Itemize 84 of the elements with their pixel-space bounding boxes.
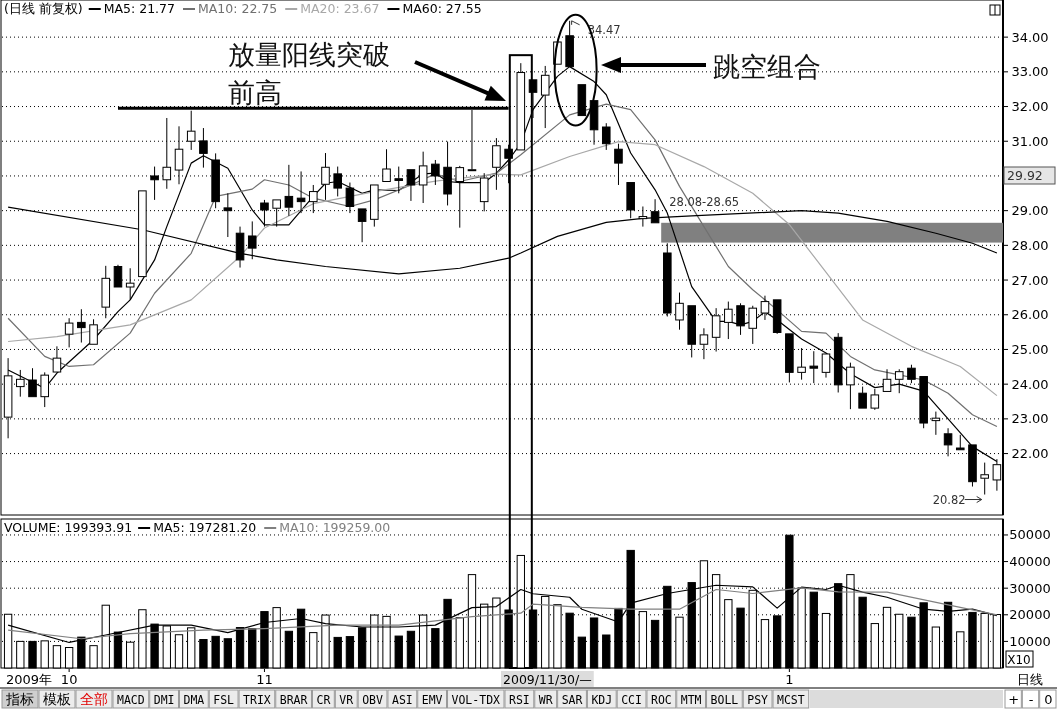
- candlestick: [894, 368, 904, 394]
- candlestick: [174, 125, 184, 185]
- legend-label: MA10: 22.75: [198, 1, 278, 16]
- legend-item: MA5: 197281.20: [137, 520, 257, 535]
- candlestick: [357, 208, 367, 243]
- x-tick-label: 11: [256, 672, 273, 687]
- legend-item: MA20: 23.67: [284, 1, 380, 16]
- legend-label: MA60: 27.55: [402, 1, 482, 16]
- y-tick-label: 31.00: [1011, 133, 1049, 149]
- y-tick-label: 27.00: [1011, 272, 1049, 288]
- annotation: 放量阳线突破前高: [228, 39, 390, 108]
- candlestick: [370, 184, 379, 228]
- x-tick-label: 10: [60, 672, 78, 687]
- y-tick-label: 10000: [1009, 633, 1051, 649]
- legend-item: MA10: 22.75: [182, 1, 278, 16]
- legend-item: MA10: 199259.00: [263, 520, 391, 535]
- text: DMI: [153, 693, 175, 707]
- text: 日线: [1017, 672, 1043, 687]
- text: 2009/11/30/—: [503, 672, 592, 687]
- candlestick: [345, 182, 355, 214]
- text: ASI: [391, 693, 413, 707]
- text: MTM: [680, 693, 702, 707]
- text: VOL-TDX: [451, 693, 501, 707]
- text: MACD: [117, 693, 145, 707]
- text: BOLL: [710, 693, 739, 707]
- text: 29.92: [1007, 168, 1043, 183]
- line-series: [7, 140, 998, 397]
- text: 全部: [80, 691, 108, 707]
- legend-label: MA20: 23.67: [300, 1, 380, 16]
- text: OBV: [362, 693, 384, 707]
- candlestick: [955, 434, 965, 451]
- chart-title: VOLUME: 199393.91: [4, 520, 133, 535]
- candlestick: [125, 267, 135, 301]
- text: VR: [339, 693, 354, 707]
- text: 模板: [43, 691, 71, 707]
- candlestick: [443, 141, 452, 206]
- y-tick-label: 28.00: [1011, 237, 1049, 253]
- chart-title: (日线 前复权): [4, 1, 83, 16]
- text: DMA: [183, 693, 205, 707]
- text: EMV: [421, 693, 443, 707]
- y-tick-label: 29.00: [1011, 203, 1049, 219]
- annotation: 20.82: [932, 492, 966, 507]
- candlestick: [64, 317, 74, 348]
- legend-item: MA60: 27.55: [386, 1, 482, 16]
- y-tick-label: 33.00: [1011, 64, 1049, 80]
- text: WR: [538, 693, 553, 707]
- y-tick-label: 20000: [1009, 607, 1051, 623]
- text: 指标: [5, 691, 34, 707]
- text: RSI: [508, 693, 530, 707]
- candlestick: [821, 353, 831, 379]
- text: -: [1028, 692, 1034, 707]
- text: BRAR: [279, 693, 308, 707]
- text: SAR: [561, 693, 583, 707]
- text: MCST: [777, 693, 805, 707]
- y-tick-label: 32.00: [1011, 99, 1049, 115]
- legend-item: MA5: 21.77: [87, 1, 175, 16]
- text: ROC: [650, 693, 672, 707]
- y-tick-label: 30000: [1009, 580, 1051, 596]
- y-tick-label: 40000: [1009, 554, 1051, 570]
- candlestick: [382, 148, 391, 182]
- y-tick-label: 26.00: [1011, 307, 1049, 323]
- candlestick: [772, 299, 782, 333]
- text: 2009年: [6, 672, 53, 687]
- y-tick-label: 24.00: [1011, 376, 1049, 392]
- candlestick: [809, 350, 819, 384]
- text: CCI: [621, 693, 642, 707]
- y-tick-label: 22.00: [1011, 446, 1049, 462]
- text: +: [1008, 692, 1020, 707]
- text: KDJ: [591, 693, 613, 707]
- text: TRIX: [243, 693, 271, 707]
- text: PSY: [747, 693, 769, 707]
- y-tick-label: 25.00: [1011, 341, 1049, 357]
- annotation: 跳空组合: [713, 51, 821, 82]
- text: FSL: [213, 693, 235, 707]
- candlestick: [162, 117, 172, 190]
- y-tick-label: 34.00: [1011, 29, 1049, 45]
- y-tick-label: 23.00: [1011, 411, 1049, 427]
- legend-label: MA5: 21.77: [103, 1, 175, 16]
- candlestick: [980, 462, 989, 496]
- text: X10: [1007, 653, 1031, 667]
- y-tick-label: 50000: [1009, 527, 1051, 543]
- x-tick-label: 1: [785, 672, 794, 687]
- text: 0: [1044, 692, 1053, 707]
- text: CR: [316, 693, 331, 707]
